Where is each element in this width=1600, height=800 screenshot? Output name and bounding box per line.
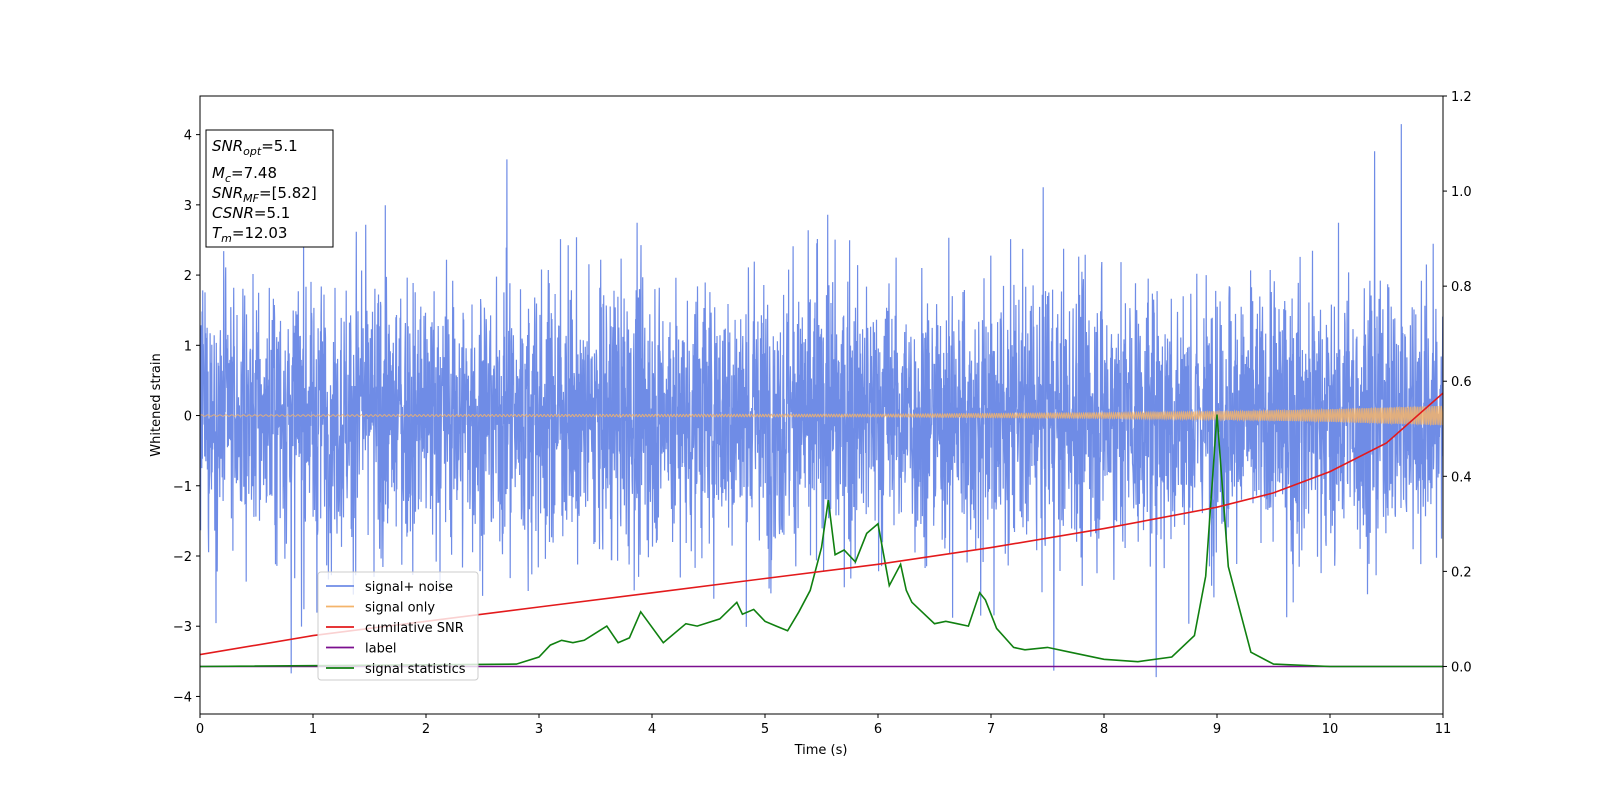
x-tick-label: 6 xyxy=(874,722,882,737)
y-tick-label: −4 xyxy=(173,690,192,705)
x-tick-label: 5 xyxy=(761,722,769,737)
x-tick-label: 1 xyxy=(309,722,317,737)
x-tick-label: 8 xyxy=(1100,722,1108,737)
y-axis-right: 1.2 1.0 0.8 0.6 0.4 0.2 0.0 xyxy=(1443,90,1472,675)
legend-label: label xyxy=(365,642,396,657)
info-csnr: CSNR=5.1 xyxy=(212,204,290,222)
x-axis: 0 1 2 3 4 5 6 7 8 9 10 11 xyxy=(196,714,1451,737)
legend-label: signal only xyxy=(365,601,435,616)
signal-plus-noise-series-line xyxy=(200,124,1443,678)
y-tick-label: −2 xyxy=(173,550,192,565)
y2-tick-label: 0.8 xyxy=(1451,280,1472,295)
x-tick-label: 2 xyxy=(422,722,430,737)
x-tick-label: 3 xyxy=(535,722,543,737)
y-tick-label: −3 xyxy=(173,620,192,635)
y2-tick-label: 0.0 xyxy=(1451,660,1472,675)
info-box: SNRopt=5.1 Mc=7.48 SNRMF=[5.82] CSNR=5.1… xyxy=(205,129,334,248)
y-tick-label: 1 xyxy=(184,339,192,354)
legend: signal+ noise signal only cumilative SNR la… xyxy=(317,571,479,681)
y-tick-label: 4 xyxy=(184,129,192,144)
axes-frame xyxy=(199,95,1444,715)
y-tick-label: 0 xyxy=(184,410,192,425)
y-tick-label: 2 xyxy=(184,269,192,284)
y-tick-label: 3 xyxy=(184,199,192,214)
legend-label: signal statistics xyxy=(365,662,466,677)
y-axis-left: 4 3 2 1 0 −1 −2 −3 −4 xyxy=(173,129,200,705)
y2-tick-label: 0.6 xyxy=(1451,375,1472,390)
y2-tick-label: 0.4 xyxy=(1451,470,1472,485)
x-tick-label: 0 xyxy=(196,722,204,737)
x-axis-label: Time (s) xyxy=(794,743,848,758)
info-mc: Mc=7.48 xyxy=(212,164,277,185)
x-tick-label: 7 xyxy=(987,722,995,737)
y2-tick-label: 0.2 xyxy=(1451,565,1472,580)
x-tick-label: 10 xyxy=(1322,722,1339,737)
signal-only-series-line xyxy=(200,404,1443,427)
x-tick-label: 4 xyxy=(648,722,656,737)
x-tick-label: 11 xyxy=(1435,722,1452,737)
legend-label: signal+ noise xyxy=(365,580,453,595)
y2-tick-label: 1.2 xyxy=(1451,90,1472,105)
legend-frame xyxy=(317,571,479,681)
x-tick-label: 9 xyxy=(1213,722,1221,737)
info-snr-opt: SNRopt=5.1 xyxy=(212,137,298,158)
info-box-frame xyxy=(205,129,334,248)
info-tm: Tm=12.03 xyxy=(212,224,287,245)
legend-label: cumilative SNR xyxy=(365,621,464,636)
y-axis-label: Whitened strain xyxy=(149,353,164,456)
y2-tick-label: 1.0 xyxy=(1451,185,1472,200)
signal-statistics-series-line xyxy=(200,414,1443,668)
y-tick-label: −1 xyxy=(173,480,192,495)
info-snr-mf: SNRMF=[5.82] xyxy=(212,184,317,205)
